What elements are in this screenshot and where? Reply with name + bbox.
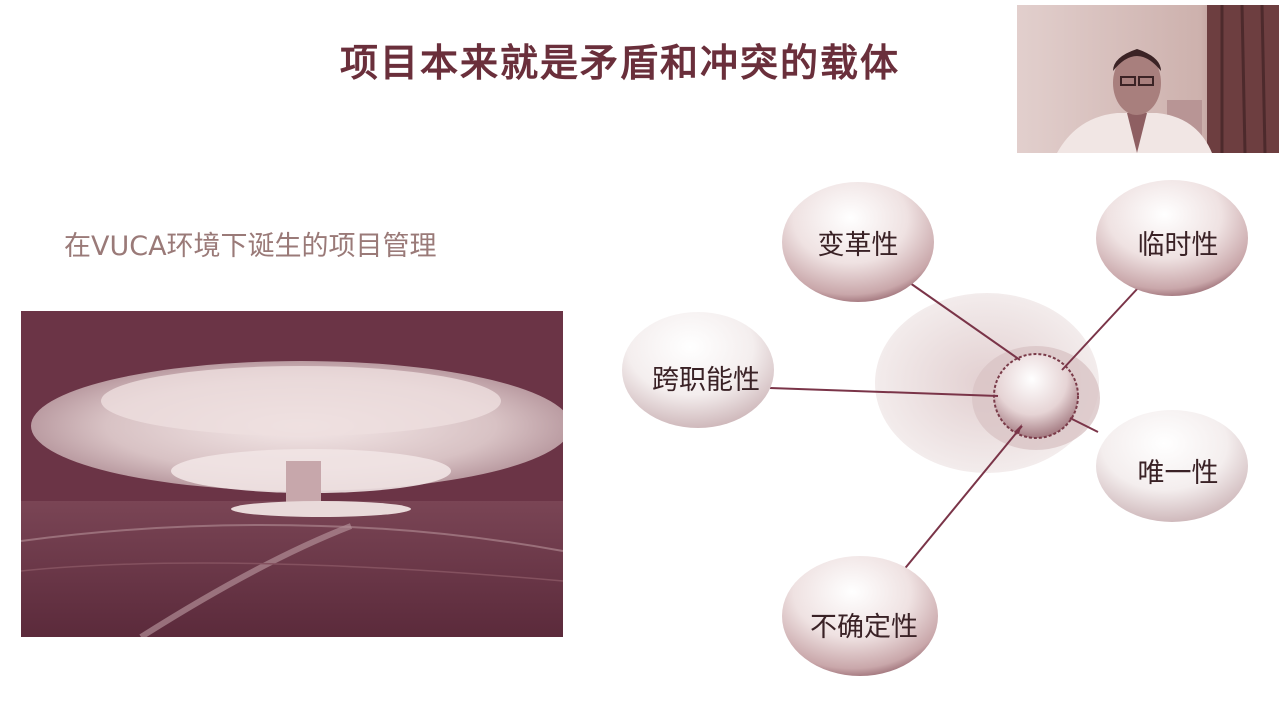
node-change: 变革性 bbox=[782, 182, 934, 302]
node-temporary: 临时性 bbox=[1096, 180, 1248, 296]
slide-title: 项目本来就是矛盾和冲突的载体 bbox=[340, 41, 901, 85]
mushroom-cloud-image bbox=[21, 311, 563, 637]
node-cross-functional-label: 跨职能性 bbox=[652, 365, 760, 396]
characteristics-diagram: 变革性 临时性 跨职能性 唯一性 不确定性 bbox=[622, 180, 1248, 676]
connector-unique bbox=[1069, 417, 1099, 433]
node-temporary-label: 临时性 bbox=[1138, 230, 1219, 261]
node-unique: 唯一性 bbox=[1096, 410, 1248, 522]
presenter-webcam-image bbox=[1017, 5, 1279, 153]
node-change-label: 变革性 bbox=[818, 230, 899, 261]
slide-subtitle: 在VUCA环境下诞生的项目管理 bbox=[64, 231, 437, 262]
connector-uncertain bbox=[901, 425, 1023, 573]
node-cross-functional: 跨职能性 bbox=[622, 312, 774, 428]
node-uncertain-label: 不确定性 bbox=[810, 612, 918, 643]
connector-cross-functional bbox=[769, 387, 999, 397]
connector-change bbox=[899, 275, 1021, 361]
node-uncertain: 不确定性 bbox=[782, 556, 938, 676]
presenter-webcam bbox=[1017, 5, 1279, 153]
node-unique-label: 唯一性 bbox=[1138, 458, 1219, 489]
connector-temporary bbox=[1061, 287, 1139, 371]
